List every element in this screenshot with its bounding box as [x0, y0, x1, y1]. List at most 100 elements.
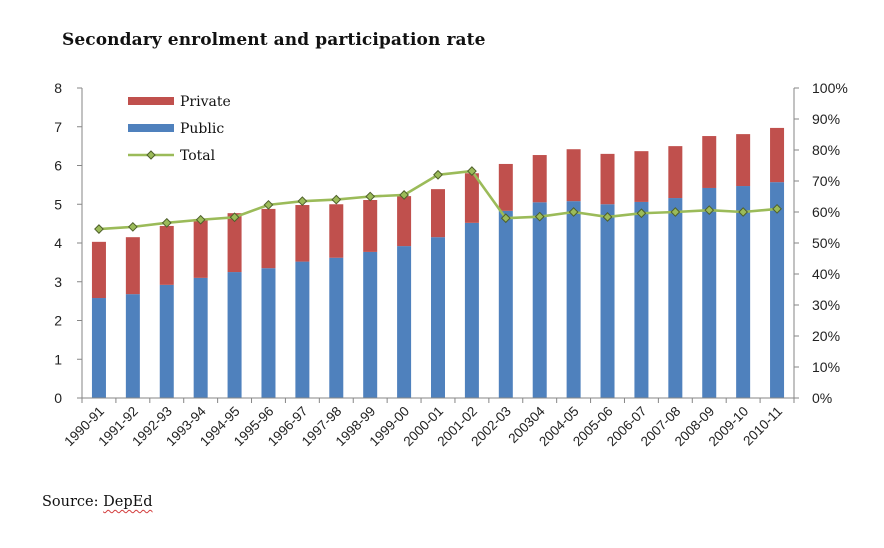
y-left-tick-label: 7 — [54, 119, 62, 135]
total-marker — [602, 212, 613, 222]
y-left-tick-label: 6 — [54, 158, 62, 174]
y-left-tick-label: 3 — [54, 274, 62, 290]
source-note: Source: DepEd — [42, 494, 153, 510]
bar-private — [295, 205, 310, 262]
legend-item-public: Public — [128, 121, 224, 137]
bar-private — [498, 163, 513, 211]
total-marker — [263, 199, 274, 210]
bar-public — [227, 272, 242, 398]
total-marker — [229, 212, 240, 223]
bar-private — [634, 151, 649, 202]
y-left-tick-label: 1 — [54, 351, 62, 367]
total-marker — [704, 205, 715, 216]
y-left-tick-label: 0 — [54, 390, 62, 406]
total-line-layer — [94, 166, 782, 234]
bar-private — [736, 134, 751, 187]
chart-title: Secondary enrolment and participation ra… — [62, 30, 486, 50]
bar-public — [668, 198, 683, 398]
bar-private — [329, 204, 344, 258]
bar-private — [193, 218, 208, 278]
bar-private — [600, 153, 615, 205]
y-right-tick-label: 60% — [812, 204, 840, 220]
bar-public — [295, 261, 310, 398]
bar-private — [668, 146, 683, 199]
bar-public — [125, 294, 140, 398]
y-left-tick-label: 5 — [54, 196, 62, 212]
y-right-tick-label: 100% — [812, 80, 848, 96]
bar-public — [464, 222, 479, 398]
legend-item-total: Total — [128, 148, 216, 164]
y-right-tick-label: 20% — [812, 328, 840, 344]
bar-private — [566, 149, 581, 202]
bar-private — [397, 196, 412, 247]
total-marker — [365, 191, 376, 202]
legend-label: Public — [180, 121, 224, 137]
legend-label: Private — [180, 94, 231, 110]
total-marker — [772, 203, 782, 214]
total-marker — [738, 207, 749, 217]
total-marker — [534, 211, 545, 222]
bar-private — [227, 213, 242, 273]
bar-private — [159, 225, 174, 285]
bar-public — [770, 182, 785, 398]
bar-private — [125, 237, 140, 295]
y-right-tick-label: 50% — [812, 235, 840, 251]
bar-public — [193, 277, 208, 398]
legend-item-private: Private — [128, 94, 231, 110]
bar-private — [702, 136, 717, 188]
y-right-tick-label: 0% — [812, 390, 832, 406]
bar-public — [566, 201, 581, 398]
y-left-tick-label: 8 — [54, 80, 62, 96]
bar-private — [532, 155, 547, 203]
bar-public — [498, 210, 513, 398]
legend-marker-icon — [146, 150, 156, 160]
total-marker — [466, 166, 477, 176]
bars-layer — [91, 127, 785, 398]
total-marker — [331, 194, 342, 205]
legend-swatch-public — [128, 124, 174, 132]
bar-public — [634, 201, 649, 398]
source-name: DepEd — [103, 494, 153, 510]
y-right-tick-label: 70% — [812, 173, 840, 189]
bar-public — [159, 284, 174, 398]
bar-public — [736, 186, 751, 398]
bar-public — [329, 257, 344, 398]
y-right-tick-label: 90% — [812, 111, 840, 127]
bar-public — [397, 246, 412, 398]
bar-public — [702, 187, 717, 398]
bar-public — [91, 298, 106, 398]
y-right-tick-label: 80% — [812, 142, 840, 158]
bar-private — [431, 189, 445, 238]
bar-private — [363, 199, 378, 252]
bar-public — [600, 204, 615, 398]
bar-public — [431, 237, 445, 398]
y-right-tick-label: 40% — [812, 266, 840, 282]
total-marker — [297, 196, 308, 207]
total-marker — [127, 221, 138, 232]
bar-private — [464, 173, 479, 223]
total-marker — [433, 169, 443, 180]
bar-public — [532, 202, 547, 398]
y-right-tick-label: 30% — [812, 297, 840, 313]
bar-private — [770, 127, 785, 183]
total-marker — [399, 190, 410, 200]
total-marker — [500, 213, 511, 224]
total-marker — [195, 214, 206, 225]
y-left-tick-label: 4 — [54, 235, 62, 251]
bar-private — [91, 241, 106, 299]
total-marker — [636, 208, 647, 219]
bar-public — [363, 251, 378, 398]
legend-label: Total — [180, 148, 216, 164]
total-marker — [568, 207, 579, 217]
legend-swatch-private — [128, 97, 174, 105]
source-prefix: Source: — [42, 494, 104, 510]
y-left-tick-label: 2 — [54, 313, 62, 329]
y-right-tick-label: 10% — [812, 359, 840, 375]
total-marker — [670, 207, 681, 217]
total-marker — [94, 224, 104, 234]
bar-public — [261, 268, 276, 398]
total-marker — [161, 217, 172, 228]
bar-private — [261, 208, 276, 269]
legend: Private Public Total — [128, 94, 231, 164]
